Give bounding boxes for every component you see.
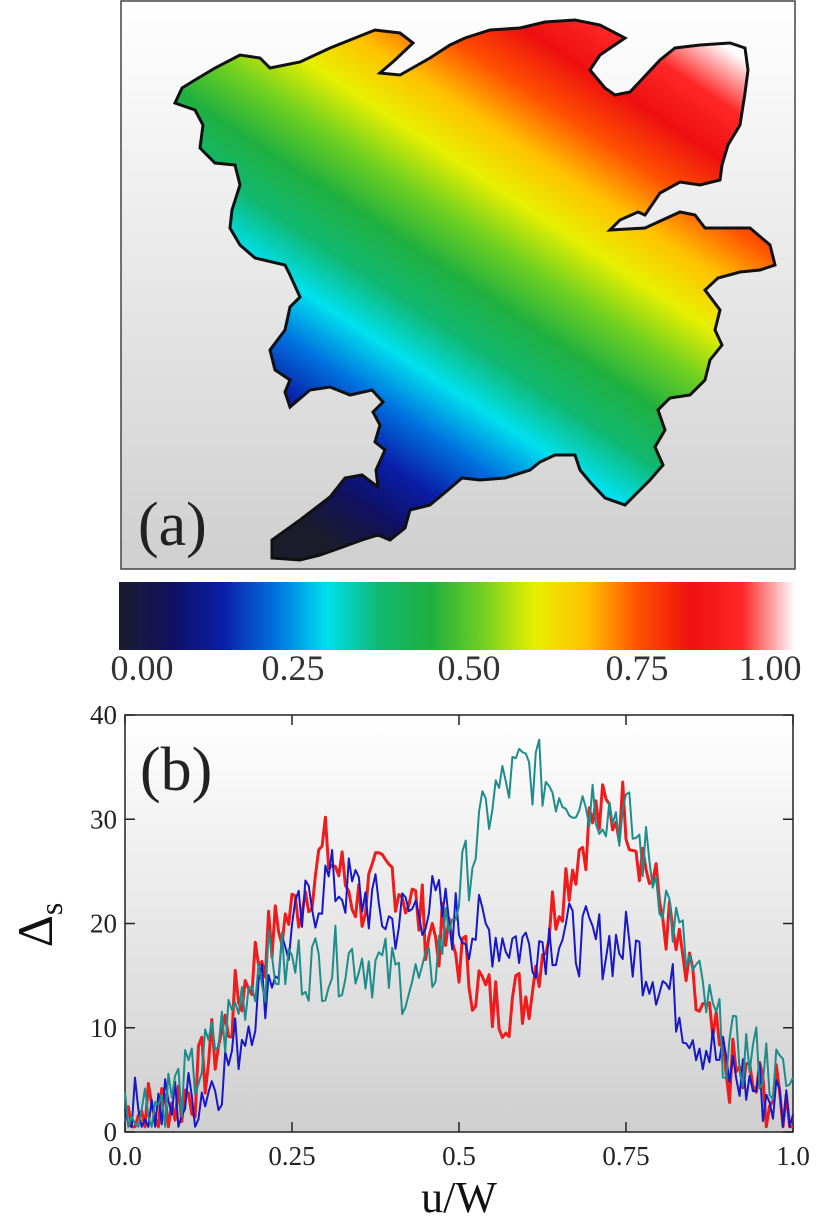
colorbar-tick-3: 0.75	[606, 648, 669, 688]
colorbar-tick-2: 0.50	[438, 648, 501, 688]
colorbar-strip	[119, 582, 795, 650]
panel-b: 0.0 0.25 0.5 0.75 1.0 0 10 20 30 40 (b) u/W Δs	[7, 700, 810, 1222]
y-tick-label: 10	[90, 1013, 117, 1043]
colorbar: 0.00 0.25 0.50 0.75 1.00	[111, 582, 802, 688]
svg-text:Δs: Δs	[7, 903, 69, 948]
series-line-0	[123, 780, 793, 1129]
x-tick-label: 0.75	[602, 1141, 649, 1171]
y-tick-label: 20	[90, 909, 117, 939]
x-tick-label: 0.5	[442, 1141, 476, 1171]
colorbar-tick-1: 0.25	[262, 648, 325, 688]
panel-b-label: (b)	[140, 736, 212, 804]
y-tick-label: 40	[90, 700, 117, 730]
panel-a: (a)	[120, 0, 796, 570]
y-axis-label-main: Δ	[7, 915, 63, 947]
y-axis-label: Δs	[7, 903, 69, 948]
y-tick-label: 30	[90, 804, 117, 834]
series-line-2	[124, 738, 794, 1128]
series-line-1	[124, 849, 794, 1128]
panel-a-label: (a)	[138, 491, 207, 559]
y-axis-label-sub: s	[33, 903, 69, 915]
colorbar-tick-4: 1.00	[739, 648, 802, 688]
x-axis-label: u/W	[421, 1173, 497, 1222]
axis-ticks: 0.0 0.25 0.5 0.75 1.0 0 10 20 30 40	[90, 700, 810, 1171]
y-tick-label: 0	[104, 1117, 118, 1147]
x-tick-label: 0.0	[108, 1141, 142, 1171]
x-tick-label: 1.0	[776, 1141, 810, 1171]
colorbar-tick-0: 0.00	[111, 648, 174, 688]
data-lines	[123, 738, 794, 1129]
cluster-outline	[172, 18, 777, 562]
x-tick-label: 0.25	[268, 1141, 315, 1171]
